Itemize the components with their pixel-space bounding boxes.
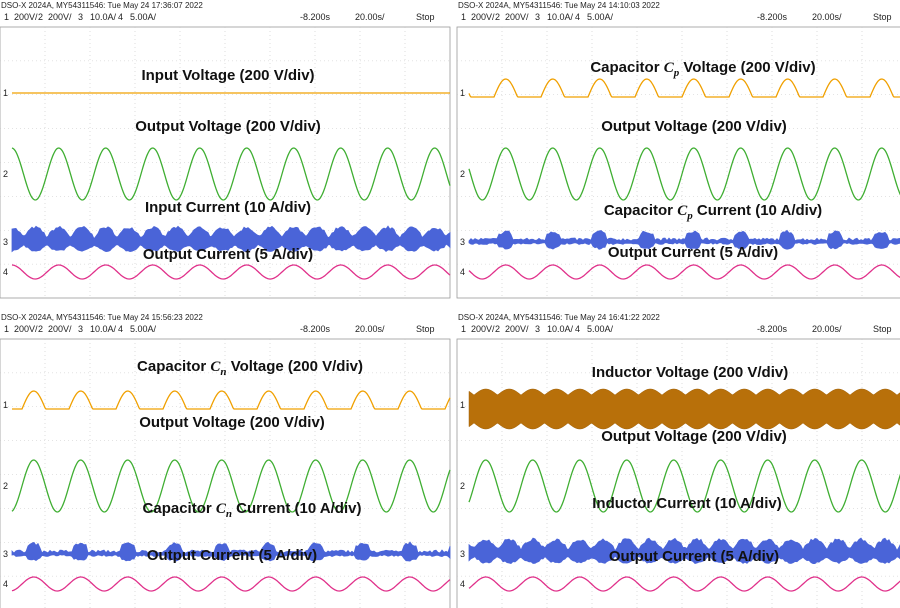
trace-label: Output Current (5 A/div) <box>147 547 317 564</box>
channel-number: 1 <box>461 12 466 22</box>
channel-marker: 1 <box>3 88 8 98</box>
channel-scale: 200V/ <box>14 324 38 334</box>
channel-number: 2 <box>495 324 500 334</box>
channel-scale: 200V/ <box>471 12 495 22</box>
channel-scale: 5.00A/ <box>587 324 614 334</box>
scope-id: DSO-X 2024A, MY54311546: Tue May 24 15:5… <box>1 313 203 322</box>
channel-marker: 4 <box>460 267 465 277</box>
channel-number: 2 <box>38 12 43 22</box>
channel-number: 3 <box>535 12 540 22</box>
channel-marker: 2 <box>3 169 8 179</box>
run-status: Stop <box>416 12 435 22</box>
label-prefix: Capacitor <box>590 59 663 76</box>
channel-marker: 3 <box>460 237 465 247</box>
timebase: 20.00s/ <box>812 12 842 22</box>
channel-number: 1 <box>4 12 9 22</box>
scope-panel: DSO-X 2024A, MY54311546: Tue May 24 15:5… <box>0 313 450 608</box>
trace-label: Output Current (5 A/div) <box>143 246 313 263</box>
label-prefix: Capacitor <box>137 358 210 375</box>
channel-marker: 1 <box>460 88 465 98</box>
delay: -8.200s <box>300 324 331 334</box>
delay: -8.200s <box>300 12 331 22</box>
channel-marker: 4 <box>460 579 465 589</box>
trace-label: Inductor Current (10 A/div) <box>592 495 781 512</box>
channel-number: 1 <box>4 324 9 334</box>
channel-scale: 200V/ <box>14 12 38 22</box>
channel-scale: 10.0A/ <box>547 12 574 22</box>
channel-marker: 2 <box>460 481 465 491</box>
run-status: Stop <box>873 324 892 334</box>
trace-label: Output Voltage (200 V/div) <box>139 414 325 431</box>
scope-composite: DSO-X 2024A, MY54311546: Tue May 24 17:3… <box>0 0 900 608</box>
trace-label: Output Voltage (200 V/div) <box>601 118 787 135</box>
channel-marker: 2 <box>460 169 465 179</box>
scope-id: DSO-X 2024A, MY54311546: Tue May 24 14:1… <box>458 1 660 10</box>
channel-marker: 4 <box>3 267 8 277</box>
channel-marker: 3 <box>460 549 465 559</box>
trace-label: Output Voltage (200 V/div) <box>135 118 321 135</box>
scope-id: DSO-X 2024A, MY54311546: Tue May 24 17:3… <box>1 1 203 10</box>
label-suffix: Voltage (200 V/div) <box>227 358 363 375</box>
channel-number: 2 <box>38 324 43 334</box>
channel-scale: 10.0A/ <box>90 12 117 22</box>
trace-label: Output Current (5 A/div) <box>608 244 778 261</box>
scope-panel: DSO-X 2024A, MY54311546: Tue May 24 14:1… <box>457 1 900 298</box>
trace-label: Output Current (5 A/div) <box>609 548 779 565</box>
channel-number: 4 <box>575 12 580 22</box>
label-suffix: Current (10 A/div) <box>693 202 822 219</box>
channel-number: 4 <box>118 12 123 22</box>
channel-scale: 5.00A/ <box>130 324 157 334</box>
run-status: Stop <box>416 324 435 334</box>
channel-number: 2 <box>495 12 500 22</box>
channel-marker: 4 <box>3 579 8 589</box>
channel-scale: 200V/ <box>48 12 72 22</box>
channel-scale: 10.0A/ <box>90 324 117 334</box>
channel-number: 4 <box>575 324 580 334</box>
label-suffix: Voltage (200 V/div) <box>679 59 815 76</box>
trace-label: Input Voltage (200 V/div) <box>141 67 314 84</box>
channel-marker: 1 <box>3 400 8 410</box>
channel-marker: 3 <box>3 237 8 247</box>
label-suffix: Current (10 A/div) <box>232 500 361 517</box>
channel-marker: 2 <box>3 481 8 491</box>
timebase: 20.00s/ <box>355 12 385 22</box>
scope-panel: DSO-X 2024A, MY54311546: Tue May 24 16:4… <box>457 313 900 608</box>
label-prefix: Capacitor <box>143 500 216 517</box>
channel-marker: 1 <box>460 400 465 410</box>
trace-label: Input Current (10 A/div) <box>145 199 311 216</box>
scope-id: DSO-X 2024A, MY54311546: Tue May 24 16:4… <box>458 313 660 322</box>
channel-number: 3 <box>535 324 540 334</box>
trace-label: Output Voltage (200 V/div) <box>601 428 787 445</box>
scope-panel: DSO-X 2024A, MY54311546: Tue May 24 17:3… <box>0 1 450 298</box>
channel-number: 3 <box>78 324 83 334</box>
waveform-ch1 <box>469 389 900 429</box>
channel-scale: 200V/ <box>505 12 529 22</box>
channel-number: 4 <box>118 324 123 334</box>
delay: -8.200s <box>757 12 788 22</box>
channel-scale: 200V/ <box>471 324 495 334</box>
label-prefix: Capacitor <box>604 202 677 219</box>
channel-scale: 5.00A/ <box>130 12 157 22</box>
delay: -8.200s <box>757 324 788 334</box>
channel-scale: 200V/ <box>48 324 72 334</box>
channel-scale: 200V/ <box>505 324 529 334</box>
channel-number: 1 <box>461 324 466 334</box>
channel-number: 3 <box>78 12 83 22</box>
channel-marker: 3 <box>3 549 8 559</box>
timebase: 20.00s/ <box>355 324 385 334</box>
channel-scale: 10.0A/ <box>547 324 574 334</box>
channel-scale: 5.00A/ <box>587 12 614 22</box>
run-status: Stop <box>873 12 892 22</box>
timebase: 20.00s/ <box>812 324 842 334</box>
trace-label: Inductor Voltage (200 V/div) <box>592 364 788 381</box>
